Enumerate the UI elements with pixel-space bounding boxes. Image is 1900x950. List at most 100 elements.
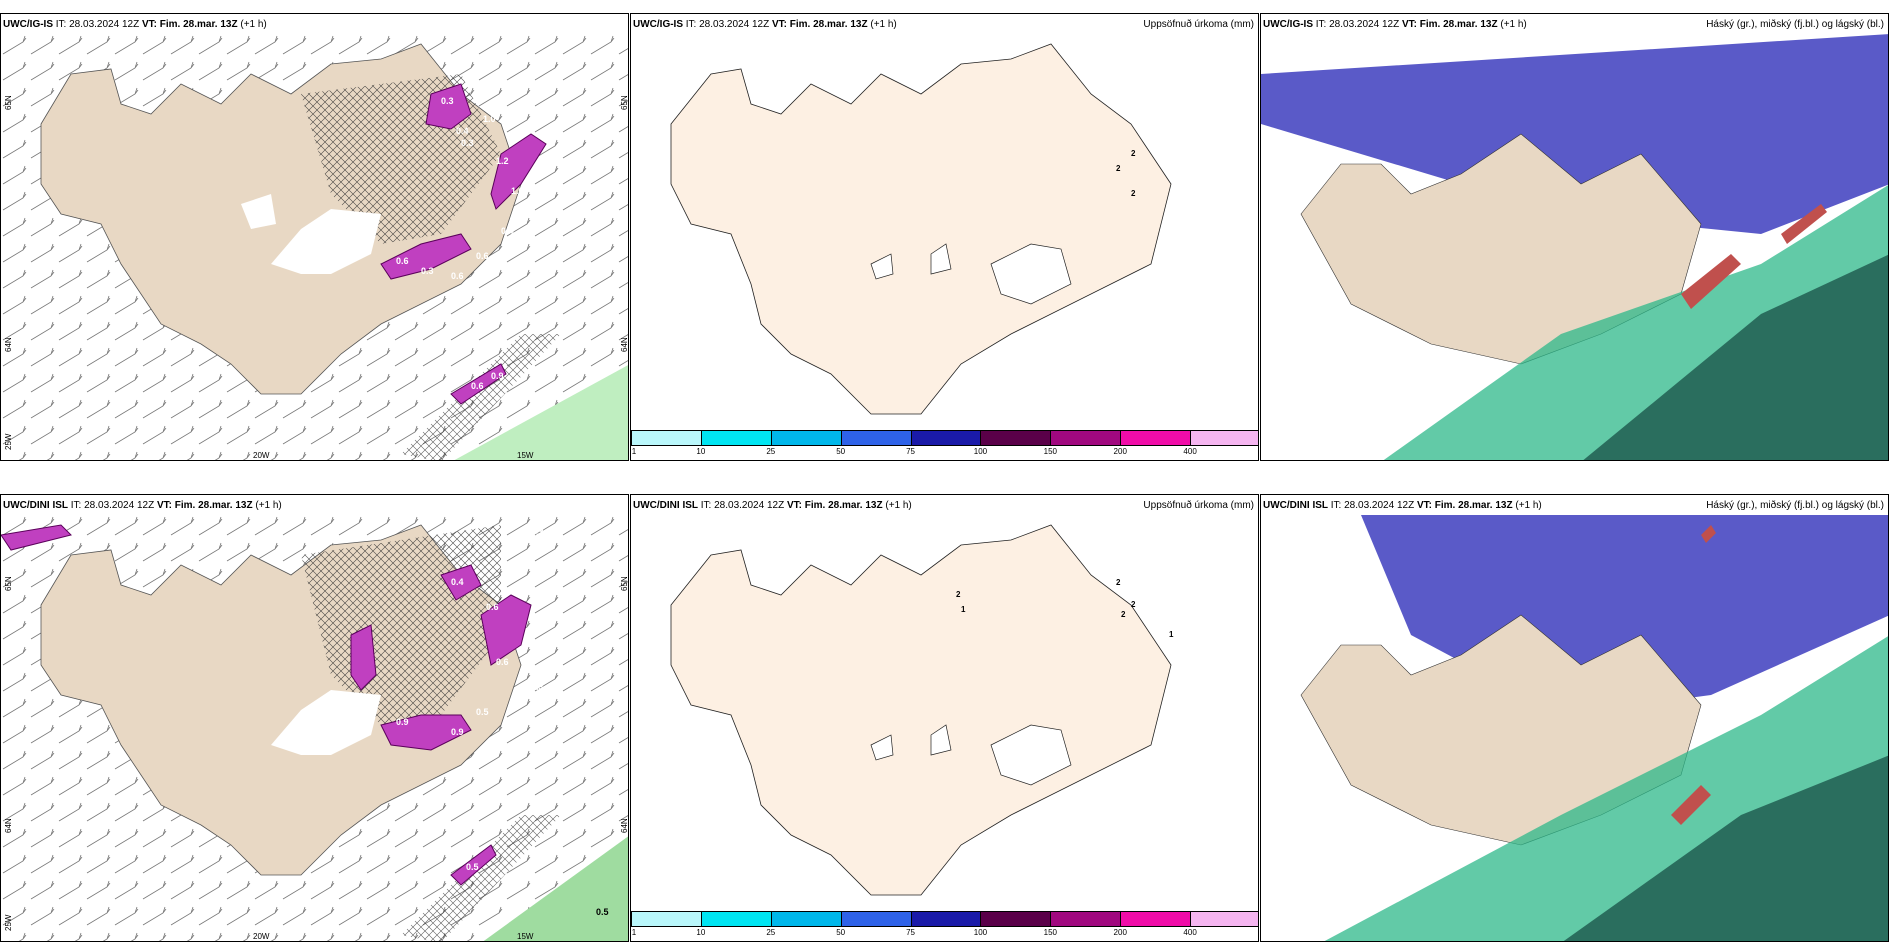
colorbar-tick: 200 [1113, 928, 1127, 937]
lead-time: (+1 h) [1515, 500, 1542, 511]
precip-value: 2 [1116, 164, 1121, 173]
panel-precip-top: UWC/IG-IS IT: 28.03.2024 12Z VT: Fim. 28… [630, 13, 1259, 461]
snow-value: 0.6 [396, 256, 409, 266]
lon-label: 20W [253, 451, 270, 460]
colorbar-cell [1190, 912, 1258, 926]
colorbar-cell [700, 431, 771, 445]
model-name: UWC/DINI ISL [3, 500, 68, 511]
colorbar-tick: 100 [973, 447, 988, 456]
lead-time: (+1 h) [1500, 19, 1527, 30]
colorbar-tick: 100 [973, 928, 988, 937]
panel-precip-bottom: UWC/DINI ISL IT: 28.03.2024 12Z VT: Fim.… [630, 494, 1259, 942]
snow-value: 0.5 [596, 907, 609, 917]
model-name: UWC/IG-IS [3, 19, 53, 30]
precip-value: 2 [956, 590, 961, 599]
colorbar-tick: 50 [836, 928, 846, 937]
colorbar-tick: 75 [906, 447, 915, 456]
init-time: IT: 28.03.2024 12Z [700, 500, 785, 511]
snow-value: 0.3 [441, 96, 454, 106]
colorbar: 1 10 25 50 75 100 150 200 400 [631, 430, 1258, 460]
panel-header: UWC/IG-IS IT: 28.03.2024 12Z VT: Fim. 28… [3, 16, 626, 34]
snow-value: 1.6 [511, 186, 524, 196]
colorbar-cell [631, 431, 701, 445]
precip-value: 1 [961, 605, 966, 614]
lat-label: 64N [4, 818, 13, 833]
colorbar-cell [1120, 431, 1191, 445]
snow-value: 0.3 [461, 138, 474, 148]
vt-label: VT: [141, 19, 157, 30]
precip-map: 2 1 2 2 2 1 [670, 524, 1174, 896]
snow-value: 0.5 [476, 707, 489, 717]
precip-map: 2 2 2 [670, 43, 1172, 415]
colorbar-tick: 400 [1183, 447, 1197, 456]
precip-value: 2 [1131, 600, 1136, 609]
colorbar-cell [700, 912, 771, 926]
snow-value: 0.9 [491, 371, 504, 381]
snow-value: 0.4 [451, 577, 464, 587]
valid-time: Fim. 28.mar. 13Z [174, 500, 253, 511]
lon-label: 15W [517, 451, 534, 460]
lat-label: 65N [620, 576, 629, 591]
panel-header: UWC/DINI ISL IT: 28.03.2024 12Z VT: Fim.… [633, 497, 1256, 515]
colorbar-cell [980, 912, 1051, 926]
panel-header: UWC/DINI ISL IT: 28.03.2024 12Z VT: Fim.… [3, 497, 626, 515]
colorbar-cell [1190, 431, 1258, 445]
model-name: UWC/IG-IS [633, 19, 683, 30]
snow-value: 0.6 [471, 381, 484, 391]
colorbar-cell [1120, 912, 1191, 926]
snow-value: 1.0 [483, 114, 496, 124]
valid-time: Fim. 28.mar. 13Z [789, 19, 868, 30]
snow-value: 0.4 [456, 126, 469, 136]
colorbar-tick: 10 [696, 447, 706, 456]
panel-snow-bottom: UWC/DINI ISL IT: 28.03.2024 12Z VT: Fim.… [0, 494, 629, 942]
snow-value: 0.6 [451, 271, 464, 281]
model-name: UWC/IG-IS [1263, 19, 1313, 30]
lat-label: 25W [4, 433, 13, 450]
panel-snow-top: UWC/IG-IS IT: 28.03.2024 12Z VT: Fim. 28… [0, 13, 629, 461]
panel-header: UWC/DINI ISL IT: 28.03.2024 12Z VT: Fim.… [1263, 497, 1886, 515]
valid-time: Fim. 28.mar. 13Z [1419, 19, 1498, 30]
lon-label: 15W [517, 932, 534, 941]
init-time: IT: 28.03.2024 12Z [685, 19, 770, 30]
colorbar-cell [631, 912, 701, 926]
lon-label: 20W [253, 932, 270, 941]
colorbar-tick: 50 [836, 447, 846, 456]
colorbar-cell [770, 912, 841, 926]
model-name: UWC/DINI ISL [633, 500, 698, 511]
vt-label: VT: [156, 500, 172, 511]
snow-value: 0.5 [466, 862, 479, 872]
colorbar-cell [980, 431, 1051, 445]
init-time: IT: 28.03.2024 12Z [1315, 19, 1400, 30]
colorbar-tick: 75 [906, 928, 915, 937]
colorbar-tick: 10 [696, 928, 706, 937]
colorbar-tick: 150 [1043, 447, 1058, 456]
precip-value: 2 [1116, 578, 1121, 587]
lead-time: (+1 h) [255, 500, 282, 511]
lat-label: 64N [4, 337, 13, 352]
lead-time: (+1 h) [240, 19, 267, 30]
snow-value: 0.9 [396, 717, 409, 727]
iceland-land [670, 43, 1172, 415]
snow-value: 0.4 [501, 226, 514, 236]
precip-value: 2 [1131, 149, 1136, 158]
panel-header: UWC/IG-IS IT: 28.03.2024 12Z VT: Fim. 28… [633, 16, 1256, 34]
colorbar-tick: 25 [766, 928, 776, 937]
precip-value: 2 [1121, 610, 1126, 619]
precip-value: 1 [1169, 630, 1174, 639]
colorbar-tick: 1 [631, 447, 637, 456]
snow-value: 1.2 [496, 156, 509, 166]
vt-label: VT: [1401, 19, 1417, 30]
snow-value: 0.6 [476, 251, 489, 261]
colorbar-cell [910, 912, 981, 926]
snow-value: 0.3 [531, 682, 544, 692]
snow-value: 0.3 [531, 527, 544, 537]
panel-header: UWC/IG-IS IT: 28.03.2024 12Z VT: Fim. 28… [1263, 16, 1886, 34]
cloud-map [1261, 515, 1888, 941]
lat-label: 65N [4, 95, 13, 110]
iceland-land [670, 524, 1172, 896]
snow-map: 0.3 1.0 0.4 0.3 1.6 1.2 0.6 0.6 0.3 0.6 … [1, 34, 628, 460]
colorbar-tick: 25 [766, 447, 776, 456]
init-time: IT: 28.03.2024 12Z [55, 19, 140, 30]
cloud-title: Háský (gr.), miðský (fj.bl.) og lágský (… [1706, 19, 1884, 30]
panel-cloud-bottom: UWC/DINI ISL IT: 28.03.2024 12Z VT: Fim.… [1260, 494, 1889, 942]
